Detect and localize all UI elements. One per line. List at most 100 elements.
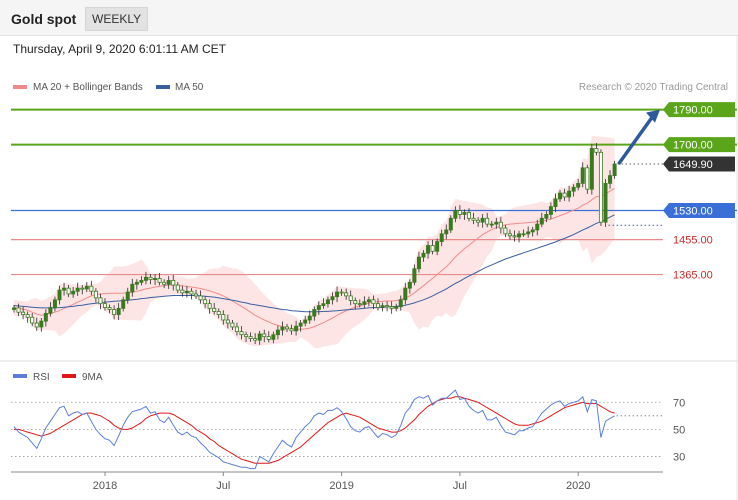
candle-body	[407, 281, 412, 289]
candle-body	[580, 167, 585, 184]
candle-body	[162, 281, 167, 285]
rsi-tick-70: 70	[673, 397, 685, 409]
candle-body	[403, 287, 408, 301]
candle-body	[362, 301, 367, 305]
candle-body	[75, 287, 80, 292]
level-label-0: 1790.00	[673, 105, 713, 117]
candle-body	[143, 276, 148, 281]
time-tick-label: Jul	[216, 480, 230, 492]
candle-body	[80, 287, 85, 290]
candle-body	[530, 229, 535, 233]
candle-body	[539, 217, 544, 225]
candle-body	[375, 303, 380, 308]
candle-body	[589, 148, 594, 190]
candle-body	[21, 311, 26, 315]
ma9-legend-swatch	[62, 374, 76, 378]
level-label-4: 1455.00	[673, 235, 713, 247]
candle-body	[558, 192, 563, 200]
candle-body	[98, 297, 103, 305]
candle-body	[330, 296, 335, 301]
candle-body	[103, 303, 108, 308]
candle-body	[435, 241, 440, 252]
level-label-2: 1649.90	[673, 159, 713, 171]
candle-body	[494, 221, 499, 225]
candle-body	[603, 182, 608, 223]
candle-body	[248, 336, 253, 339]
level-label-5: 1365.00	[673, 270, 713, 282]
header-bar: Gold spot WEEKLY	[0, 0, 738, 36]
price-layer: 1790.00 1700.00 1649.90 1530.00 1455.00 1365.…	[11, 102, 737, 349]
candle-body	[303, 319, 308, 324]
price-panel	[0, 68, 738, 360]
candle-body	[471, 217, 476, 221]
candle-body	[112, 309, 117, 315]
time-tick-label: 2018	[93, 480, 117, 492]
candle-body	[576, 182, 581, 188]
rsi-layer: 70 50 30 2018 Jul 2019 Jul 2020	[11, 389, 685, 492]
candle-body	[221, 314, 226, 321]
candle-body	[153, 278, 158, 281]
ma20-line	[13, 187, 615, 330]
bollinger-band	[14, 135, 615, 349]
candle-body	[139, 279, 144, 283]
candle-body	[203, 299, 208, 305]
candle-body	[567, 190, 572, 198]
candle-body	[385, 305, 390, 308]
rsi-line	[13, 389, 615, 470]
candle-body	[380, 305, 385, 308]
candle-body	[212, 307, 217, 312]
candle-body	[535, 223, 540, 231]
candle-body	[93, 290, 98, 299]
candle-body	[216, 311, 221, 315]
candle-body	[16, 307, 21, 313]
candle-body	[507, 233, 512, 237]
candle-body	[517, 233, 522, 238]
candle-body	[280, 326, 285, 331]
candle-body	[480, 217, 485, 223]
candle-body	[544, 214, 549, 219]
rsi-tick-30: 30	[673, 451, 685, 463]
candle-body	[271, 334, 276, 340]
candle-body	[312, 309, 317, 317]
candle-body	[84, 285, 89, 290]
time-tick-label: 2020	[566, 480, 590, 492]
legend-ma50-label: MA 50	[175, 82, 204, 93]
candle-body	[398, 299, 403, 308]
credit-text: Research © 2020 Trading Central	[579, 82, 728, 93]
candle-body	[439, 233, 444, 242]
candle-body	[571, 186, 576, 192]
candle-body	[466, 212, 471, 219]
instrument-title: Gold spot	[11, 11, 77, 27]
candle-body	[34, 322, 39, 328]
level-label-1: 1700.00	[673, 140, 713, 152]
candle-body	[416, 256, 421, 270]
candle-body	[430, 245, 435, 252]
candle-body	[121, 299, 126, 309]
candle-body	[253, 338, 258, 341]
candle-body	[48, 307, 53, 314]
period-badge[interactable]: WEEKLY	[85, 7, 149, 31]
candle-body	[498, 221, 503, 229]
candle-body	[608, 175, 613, 184]
candle-body	[30, 316, 35, 324]
legend-ma20-label: MA 20 + Bollinger Bands	[33, 82, 143, 93]
candle-body	[489, 223, 494, 226]
candle-body	[394, 306, 399, 309]
candle-body	[116, 307, 121, 315]
rsi-legend-swatch	[13, 374, 27, 378]
time-tick-label: 2019	[329, 480, 353, 492]
candle-body	[426, 245, 431, 254]
level-tag-1	[663, 137, 735, 153]
candle-body	[62, 287, 67, 291]
candle-body	[11, 307, 16, 310]
candle-body	[371, 299, 376, 305]
candle-body	[125, 291, 130, 301]
candle-body	[52, 299, 57, 308]
candle-body	[134, 281, 139, 285]
level-tag-2	[663, 156, 735, 172]
candle-body	[548, 206, 553, 215]
ma9-line	[14, 396, 615, 464]
timestamp: Thursday, April 9, 2020 6:01:11 AM CET	[13, 42, 226, 56]
candle-body	[353, 300, 358, 305]
